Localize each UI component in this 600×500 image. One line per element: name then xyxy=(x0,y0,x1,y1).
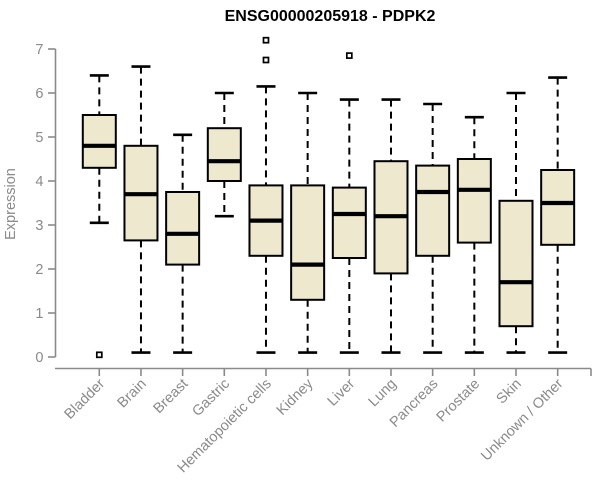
x-axis-category-label: Prostate xyxy=(434,376,483,425)
x-axis-category-label: Skin xyxy=(494,376,525,407)
box-iqr xyxy=(540,169,576,246)
box-iqr xyxy=(81,114,117,169)
box-iqr xyxy=(331,186,367,260)
x-axis-category-label: Brain xyxy=(115,376,150,411)
box-iqr xyxy=(456,158,492,244)
x-axis-category-label: Liver xyxy=(325,376,359,410)
outlier-point xyxy=(345,52,353,59)
outlier-point xyxy=(262,36,270,44)
y-axis-tick-label: 0 xyxy=(35,350,43,366)
y-axis-tick-label: 7 xyxy=(35,42,43,58)
y-axis-tick-label: 3 xyxy=(35,218,43,234)
x-axis-category-label: Lung xyxy=(366,376,400,410)
outlier-point xyxy=(262,56,270,64)
x-axis-category-label: Breast xyxy=(151,376,192,417)
y-axis-tick-label: 2 xyxy=(35,262,43,278)
box-iqr xyxy=(415,164,451,257)
box-iqr xyxy=(165,191,201,266)
y-axis-tick-label: 6 xyxy=(35,86,43,102)
y-axis-tick-label: 5 xyxy=(35,130,43,146)
x-axis-category-label: Kidney xyxy=(274,375,317,418)
chart-title: ENSG00000205918 - PDPK2 xyxy=(224,8,436,25)
box-iqr xyxy=(290,184,326,301)
y-axis-label: Expression xyxy=(3,168,19,240)
box-iqr xyxy=(206,127,242,182)
y-axis-tick-label: 4 xyxy=(35,174,43,190)
y-axis-tick-label: 1 xyxy=(35,306,43,322)
x-axis-category-label: Bladder xyxy=(61,376,108,423)
outlier-point xyxy=(95,351,103,359)
box-iqr xyxy=(498,199,534,328)
